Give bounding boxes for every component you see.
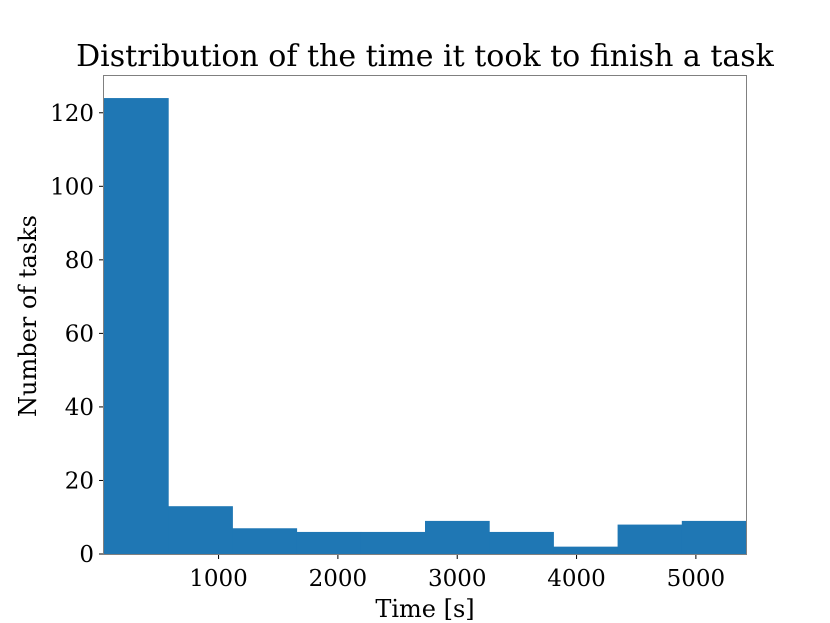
histogram-bar: [617, 524, 683, 554]
histogram-bar: [296, 531, 362, 554]
x-tick-label: 5000: [667, 566, 726, 592]
y-tick-label: 120: [50, 101, 94, 127]
histogram-bar: [425, 520, 490, 554]
y-axis-ticks: 0 20 40 60 80 100 120: [50, 101, 104, 568]
y-tick-label: 60: [65, 321, 94, 347]
y-tick-label: 0: [79, 542, 94, 568]
histogram-bar: [360, 531, 426, 554]
x-tick-label: 1000: [189, 566, 248, 592]
y-axis-label: Number of tasks: [14, 215, 42, 417]
bars-group: [104, 98, 747, 555]
histogram-bar: [232, 528, 298, 554]
histogram-bar: [168, 506, 233, 554]
y-tick-label: 80: [65, 248, 94, 274]
y-tick-label: 100: [50, 174, 94, 200]
histogram-bar: [489, 531, 554, 554]
x-axis-ticks: 1000 2000 3000 4000 5000: [189, 554, 725, 592]
plot-frame: [103, 75, 747, 555]
x-tick-label: 4000: [547, 566, 606, 592]
histogram-bar: [104, 98, 169, 555]
histogram-bar: [681, 520, 747, 554]
y-tick-label: 20: [65, 468, 94, 494]
histogram-bar: [553, 546, 619, 554]
y-tick-label: 40: [65, 395, 94, 421]
x-tick-label: 3000: [428, 566, 487, 592]
x-tick-label: 2000: [309, 566, 368, 592]
x-axis-label: Time [s]: [375, 595, 474, 623]
chart-title: Distribution of the time it took to fini…: [76, 39, 775, 74]
